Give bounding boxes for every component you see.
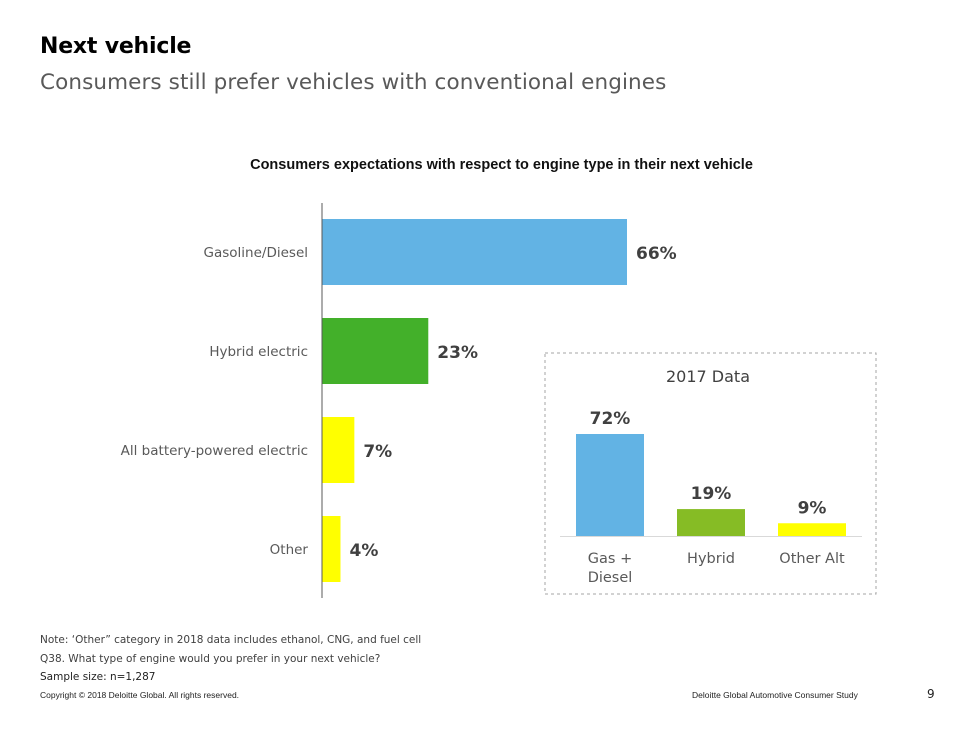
inset-category-label: Gas + Diesel [588,551,633,586]
inset-bar-hybrid [677,509,745,536]
value-label: 23% [437,343,478,363]
copyright: Copyright © 2018 Deloitte Global. All ri… [40,690,240,700]
main-bar-chart: Gasoline/Diesel 66% Hybrid electric 23% All … [121,203,677,598]
page-title: Next vehicle [40,34,192,59]
study-name: Deloitte Global Automotive Consumer Stud… [692,690,858,700]
inset-bar-other-alt [778,523,846,536]
category-label: Gasoline/Diesel [204,245,308,261]
inset-value-label: 9% [798,498,827,518]
inset-2017-chart: 2017 Data 72% Gas + Diesel 19% Hybrid 9% Other … [544,352,877,595]
page-subtitle: Consumers still prefer vehicles with con… [40,70,667,95]
inset-value-label: 72% [590,409,631,429]
inset-value-label: 19% [691,484,732,504]
category-label: Other [270,542,309,558]
bar-all-battery-powered-electric [322,417,355,483]
footnote-question: Q38. What type of engine would you prefe… [40,653,381,665]
footnote-sample-size: Sample size: n=1,287 [40,671,156,683]
value-label: 7% [363,442,392,462]
inset-title: 2017 Data [666,367,750,386]
bar-gasoline-diesel [322,219,627,285]
inset-frame [544,352,877,595]
category-label: All battery-powered electric [121,443,308,459]
inset-category-label: Other Alt [779,551,845,567]
value-label: 66% [636,244,677,264]
value-label: 4% [349,541,378,561]
footnote-other-category: Note: ‘Other” category in 2018 data incl… [40,634,422,646]
chart-title: Consumers expectations with respect to e… [250,157,753,173]
bar-other [322,516,341,582]
bar-hybrid-electric [322,318,429,384]
page-number: 9 [927,687,935,701]
inset-category-label: Hybrid [687,551,735,567]
inset-bar-gas-diesel [576,434,644,536]
category-label: Hybrid electric [209,344,308,360]
